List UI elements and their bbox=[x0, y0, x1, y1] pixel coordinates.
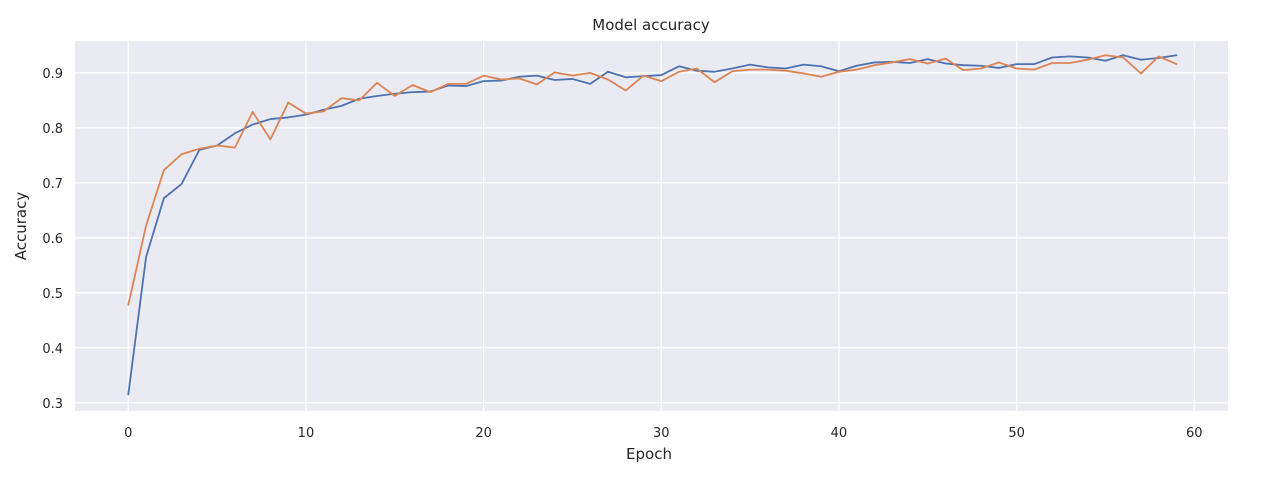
y-tick-label: 0.5 bbox=[42, 287, 63, 302]
y-tick-label: 0.6 bbox=[42, 232, 63, 247]
y-tick-label: 0.9 bbox=[42, 67, 63, 82]
tick-labels: 0 10 20 30 40 50 60 0.3 0.4 0.5 0.6 0.7 0.8 0.9 bbox=[42, 67, 1202, 441]
y-tick-label: 0.7 bbox=[42, 177, 63, 192]
x-tick-label: 60 bbox=[1186, 426, 1203, 441]
series-line-2 bbox=[127, 54, 1178, 306]
x-tick-label: 10 bbox=[298, 426, 315, 441]
y-axis-label: Accuracy bbox=[12, 192, 30, 261]
x-tick-label: 20 bbox=[475, 426, 492, 441]
x-tick-label: 0 bbox=[124, 426, 132, 441]
y-tick-label: 0.8 bbox=[42, 122, 63, 137]
y-tick-label: 0.4 bbox=[42, 342, 63, 357]
grid-lines bbox=[75, 41, 1228, 411]
x-tick-label: 50 bbox=[1008, 426, 1025, 441]
x-tick-label: 30 bbox=[653, 426, 670, 441]
y-tick-label: 0.3 bbox=[42, 397, 63, 412]
x-tick-label: 40 bbox=[831, 426, 848, 441]
series-line-1 bbox=[127, 54, 1178, 396]
plot-background bbox=[75, 41, 1228, 411]
x-axis-label: Epoch bbox=[626, 445, 672, 463]
series-layer bbox=[127, 54, 1178, 396]
chart-title: Model accuracy bbox=[592, 16, 710, 34]
